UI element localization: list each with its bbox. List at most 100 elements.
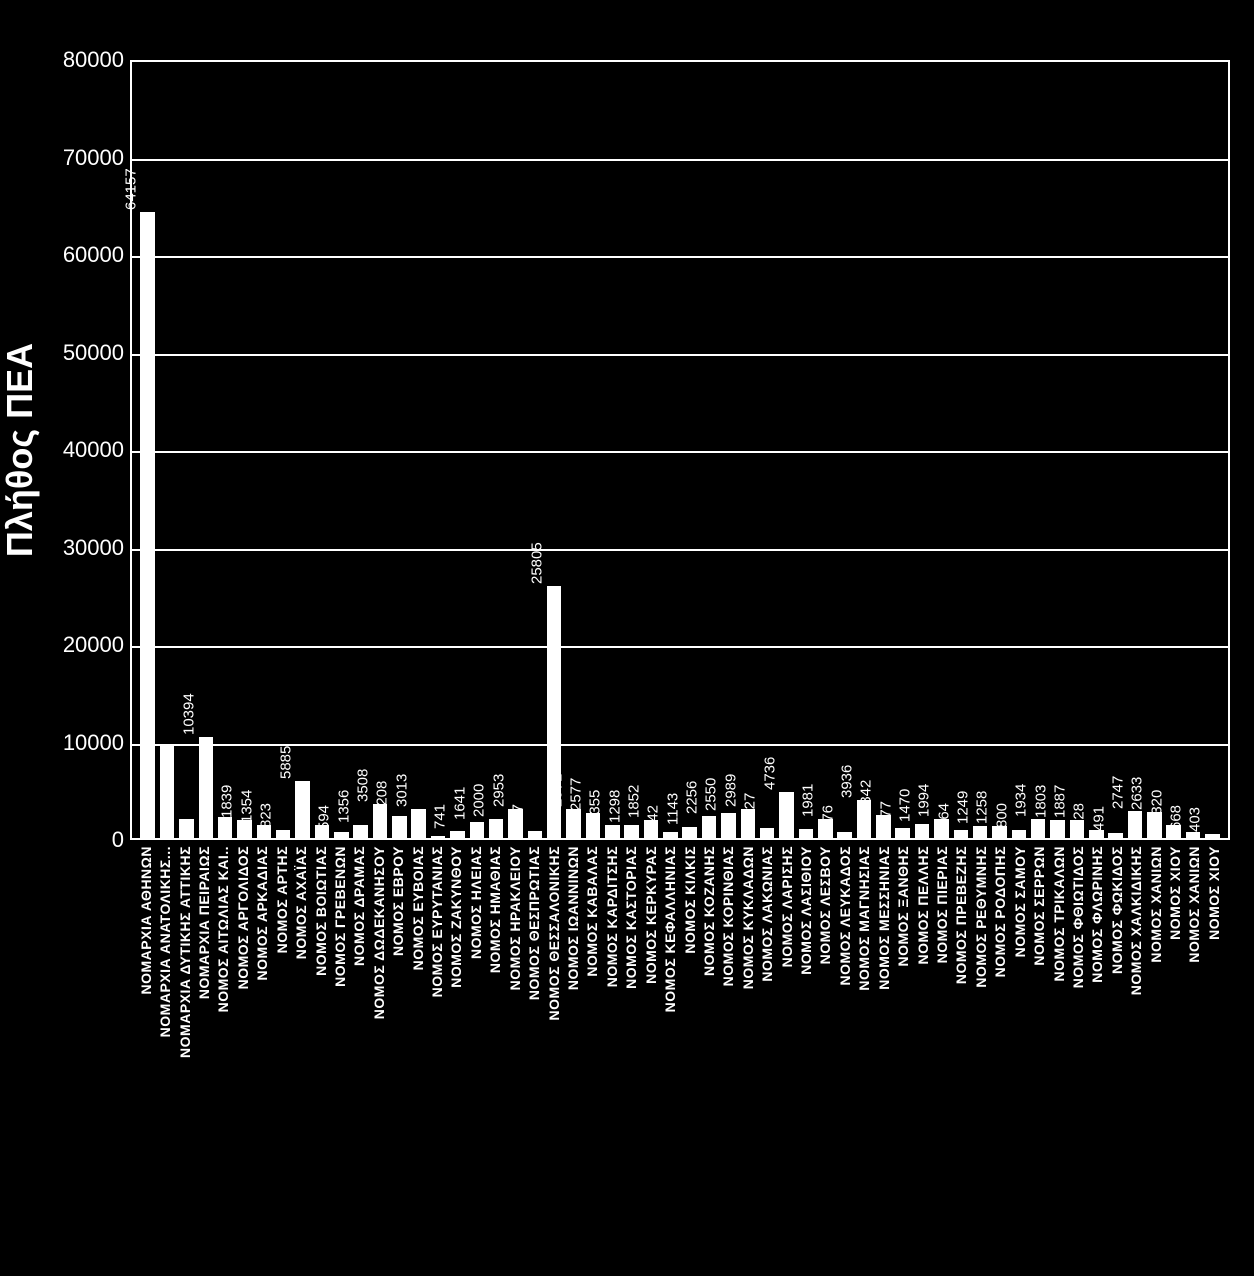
- bar-value-label: 823: [258, 803, 275, 828]
- bar-slot: 594: [332, 832, 351, 838]
- bar-value-label: 2747: [1110, 776, 1127, 809]
- xaxis-label: ΝΟΜΟΣ ΔΡΑΜΑΣ: [351, 846, 367, 966]
- xaxis-label: ΝΟΜΟΣ ΠΕΛΛΗΣ: [915, 846, 931, 964]
- bar-slot: 823: [274, 830, 293, 838]
- xaxis-label: ΝΟΜΟΣ ΒΟΙΩΤΙΑΣ: [313, 846, 329, 976]
- bar-value-label: 1641: [451, 787, 468, 820]
- xlabel-slot: ΝΟΜΟΣ ΣΕΡΡΩΝ: [1029, 842, 1048, 1272]
- xlabel-slot: ΝΟΜΟΣ ΧΑΛΚΙΔΙΚΗΣ: [1127, 842, 1146, 1272]
- xaxis-label: ΝΟΜΟΣ ΚΕΡΚΥΡΑΣ: [643, 846, 659, 984]
- xaxis-label: ΝΟΜΟΣ ΗΜΑΘΙΑΣ: [487, 846, 503, 973]
- bar: 2208: [392, 816, 407, 838]
- xlabel-slot: ΝΟΜΟΣ ΑΡΚΑΔΙΑΣ: [253, 842, 272, 1272]
- xlabel-slot: ΝΟΜΟΣ ΚΟΡΙΝΘΙΑΣ: [719, 842, 738, 1272]
- bar-value-label: 741: [432, 804, 449, 829]
- bar: 2550: [721, 813, 736, 838]
- xaxis-label: ΝΟΜΟΣ ΧΑΛΚΙΔΙΚΗΣ: [1128, 846, 1144, 995]
- xaxis-label: ΝΟΜΟΣ ΧΑΝΙΩΝ: [1186, 846, 1202, 963]
- bar-slot: 828: [1087, 830, 1106, 838]
- bar-value-label: 594: [316, 805, 333, 830]
- bar-value-label: 1839: [219, 785, 236, 818]
- ytick-label: 70000: [14, 145, 124, 171]
- bar-value-label: 1852: [626, 785, 643, 818]
- xaxis-label: ΝΟΜΟΣ ΗΡΑΚΛΕΙΟΥ: [507, 846, 523, 990]
- bar-value-label: 4736: [761, 756, 778, 789]
- xlabel-slot: ΝΟΜΟΣ ΠΡΕΒΕΖΗΣ: [952, 842, 971, 1272]
- bar-chart: Πλήθος ΠΕΑ 01000020000300004000050000600…: [0, 0, 1254, 1276]
- xaxis-label: ΝΟΜΑΡΧΙΑ ΑΝΑΤΟΛΙΚΗΣ...: [157, 846, 173, 1037]
- bar-slot: 1803: [1048, 820, 1067, 838]
- bar-value-label: 1027: [742, 793, 759, 826]
- xlabel-slot: ΝΟΜΟΣ ΚΟΖΑΝΗΣ: [699, 842, 718, 1272]
- bar-slot: 800: [1009, 830, 1028, 838]
- bar-slot: 2256: [699, 816, 718, 838]
- ytick-label: 0: [14, 827, 124, 853]
- bar-slot: 167: [428, 836, 447, 838]
- xlabel-slot: ΝΟΜΟΣ ΦΩΚΙΔΟΣ: [1107, 842, 1126, 1272]
- xaxis-label: ΝΟΜΟΣ ΚΥΚΛΑΔΩΝ: [740, 846, 756, 989]
- bar-value-label: 642: [645, 805, 662, 830]
- bar: 800: [1012, 830, 1027, 838]
- plot-area: 6415795031980103942137183913548235885129…: [130, 60, 1230, 840]
- bar: 2971: [566, 809, 581, 838]
- xaxis-label: ΝΟΜΟΣ ΑΙΤΩΛΙΑΣ ΚΑΙ..: [215, 846, 231, 1012]
- bar: 1355: [605, 825, 620, 838]
- bar-value-label: 1258: [974, 790, 991, 823]
- xlabel-slot: ΝΟΜΟΣ ΛΑΣΙΘΙΟΥ: [796, 842, 815, 1272]
- xaxis-label: ΝΟΜΟΣ ΦΩΚΙΔΟΣ: [1109, 846, 1125, 974]
- xlabel-slot: ΝΟΜΟΣ ΞΑΝΘΗΣ: [893, 842, 912, 1272]
- bar: 1356: [353, 825, 368, 838]
- bar-value-label: 2000: [471, 783, 488, 816]
- xaxis-label: ΝΟΜΟΣ ΚΟΡΙΝΘΙΑΣ: [720, 846, 736, 986]
- bar: 1641: [470, 822, 485, 838]
- xaxis-label: ΝΟΜΟΣ ΑΡΚΑΔΙΑΣ: [254, 846, 270, 980]
- bar-value-label: 25805: [529, 543, 546, 585]
- xaxis-label: ΝΟΜΑΡΧΙΑ ΠΕΙΡΑΙΩΣ: [196, 846, 212, 999]
- xlabel-slot: ΝΟΜΟΣ ΗΛΕΙΑΣ: [466, 842, 485, 1272]
- bar: 1934: [1031, 819, 1046, 838]
- bar: 64157: [140, 212, 155, 838]
- xaxis-label: ΝΟΜΑΡΧΙΑ ΑΘΗΝΩΝ: [138, 846, 154, 995]
- bar: 642: [663, 832, 678, 838]
- bar: 717: [528, 831, 543, 838]
- xaxis-label: ΝΟΜΟΣ ΑΡΓΟΛΙΔΟΣ: [235, 846, 251, 989]
- xlabel-slot: ΝΟΜΟΣ ΧΙΟΥ: [1204, 842, 1223, 1272]
- bar-value-label: 2550: [703, 778, 720, 811]
- xlabel-slot: ΝΟΜΟΣ ΛΑΡΙΣΗΣ: [777, 842, 796, 1272]
- bar-value-label: 1299: [296, 790, 313, 823]
- xaxis-label: ΝΟΜΟΣ ΚΙΛΚΙΣ: [682, 846, 698, 954]
- xlabel-slot: ΝΟΜΟΣ ΚΑΒΑΛΑΣ: [583, 842, 602, 1272]
- bar-slot: 1470: [912, 824, 931, 838]
- bar-value-label: 3013: [393, 773, 410, 806]
- xlabel-slot: ΝΟΜΟΣ ΚΕΡΚΥΡΑΣ: [641, 842, 660, 1272]
- bar-value-label: 2208: [374, 781, 391, 814]
- bar-slot: 1355: [603, 825, 622, 838]
- bar: 167: [431, 836, 446, 838]
- bar: 1143: [682, 827, 697, 838]
- xaxis-label: ΝΟΜΟΣ ΗΛΕΙΑΣ: [468, 846, 484, 959]
- xaxis-label: ΝΟΜΟΣ ΧΙΟΥ: [1206, 846, 1222, 940]
- xlabel-slot: ΝΟΜΟΣ ΘΕΣΠΡΩΤΙΑΣ: [524, 842, 543, 1272]
- bar: 1249: [973, 826, 988, 838]
- xlabel-slot: ΝΟΜΟΣ ΗΡΑΚΛΕΙΟΥ: [505, 842, 524, 1272]
- bar: 1027: [760, 828, 775, 838]
- bar: 741: [450, 831, 465, 838]
- bar-value-label: 1981: [800, 783, 817, 816]
- xaxis-label: ΝΟΜΟΣ ΡΕΘΥΜΝΗΣ: [973, 846, 989, 988]
- bar-value-label: 167: [413, 809, 430, 834]
- bar-value-label: 491: [1090, 806, 1107, 831]
- xaxis-label: ΝΟΜΟΣ ΛΑΣΙΘΙΟΥ: [798, 846, 814, 975]
- bar-value-label: 977: [877, 801, 894, 826]
- bar-value-label: 1320: [1148, 790, 1165, 823]
- xlabel-slot: ΝΟΜΟΣ ΔΩΔΕΚΑΝΗΣΟΥ: [369, 842, 388, 1272]
- bar-slot: 915: [796, 829, 815, 838]
- xaxis-label: ΝΟΜΟΣ ΦΘΙΩΤΙΔΟΣ: [1070, 846, 1086, 988]
- xaxis-label: ΝΟΜΟΣ ΛΕΥΚΑΔΟΣ: [837, 846, 853, 986]
- bar-slot: 491: [1106, 833, 1125, 838]
- bar-slot: 2550: [719, 813, 738, 838]
- bar: 828: [1089, 830, 1104, 838]
- xlabel-slot: ΝΟΜΟΣ ΚΑΡΔΙΤΣΗΣ: [602, 842, 621, 1272]
- xlabel-slot: ΝΟΜΟΣ ΚΥΚΛΑΔΩΝ: [738, 842, 757, 1272]
- xaxis-label: ΝΟΜΟΣ ΔΩΔΕΚΑΝΗΣΟΥ: [371, 846, 387, 1019]
- xlabel-slot: ΝΟΜΟΣ ΑΧΑΪΑΣ: [291, 842, 310, 1272]
